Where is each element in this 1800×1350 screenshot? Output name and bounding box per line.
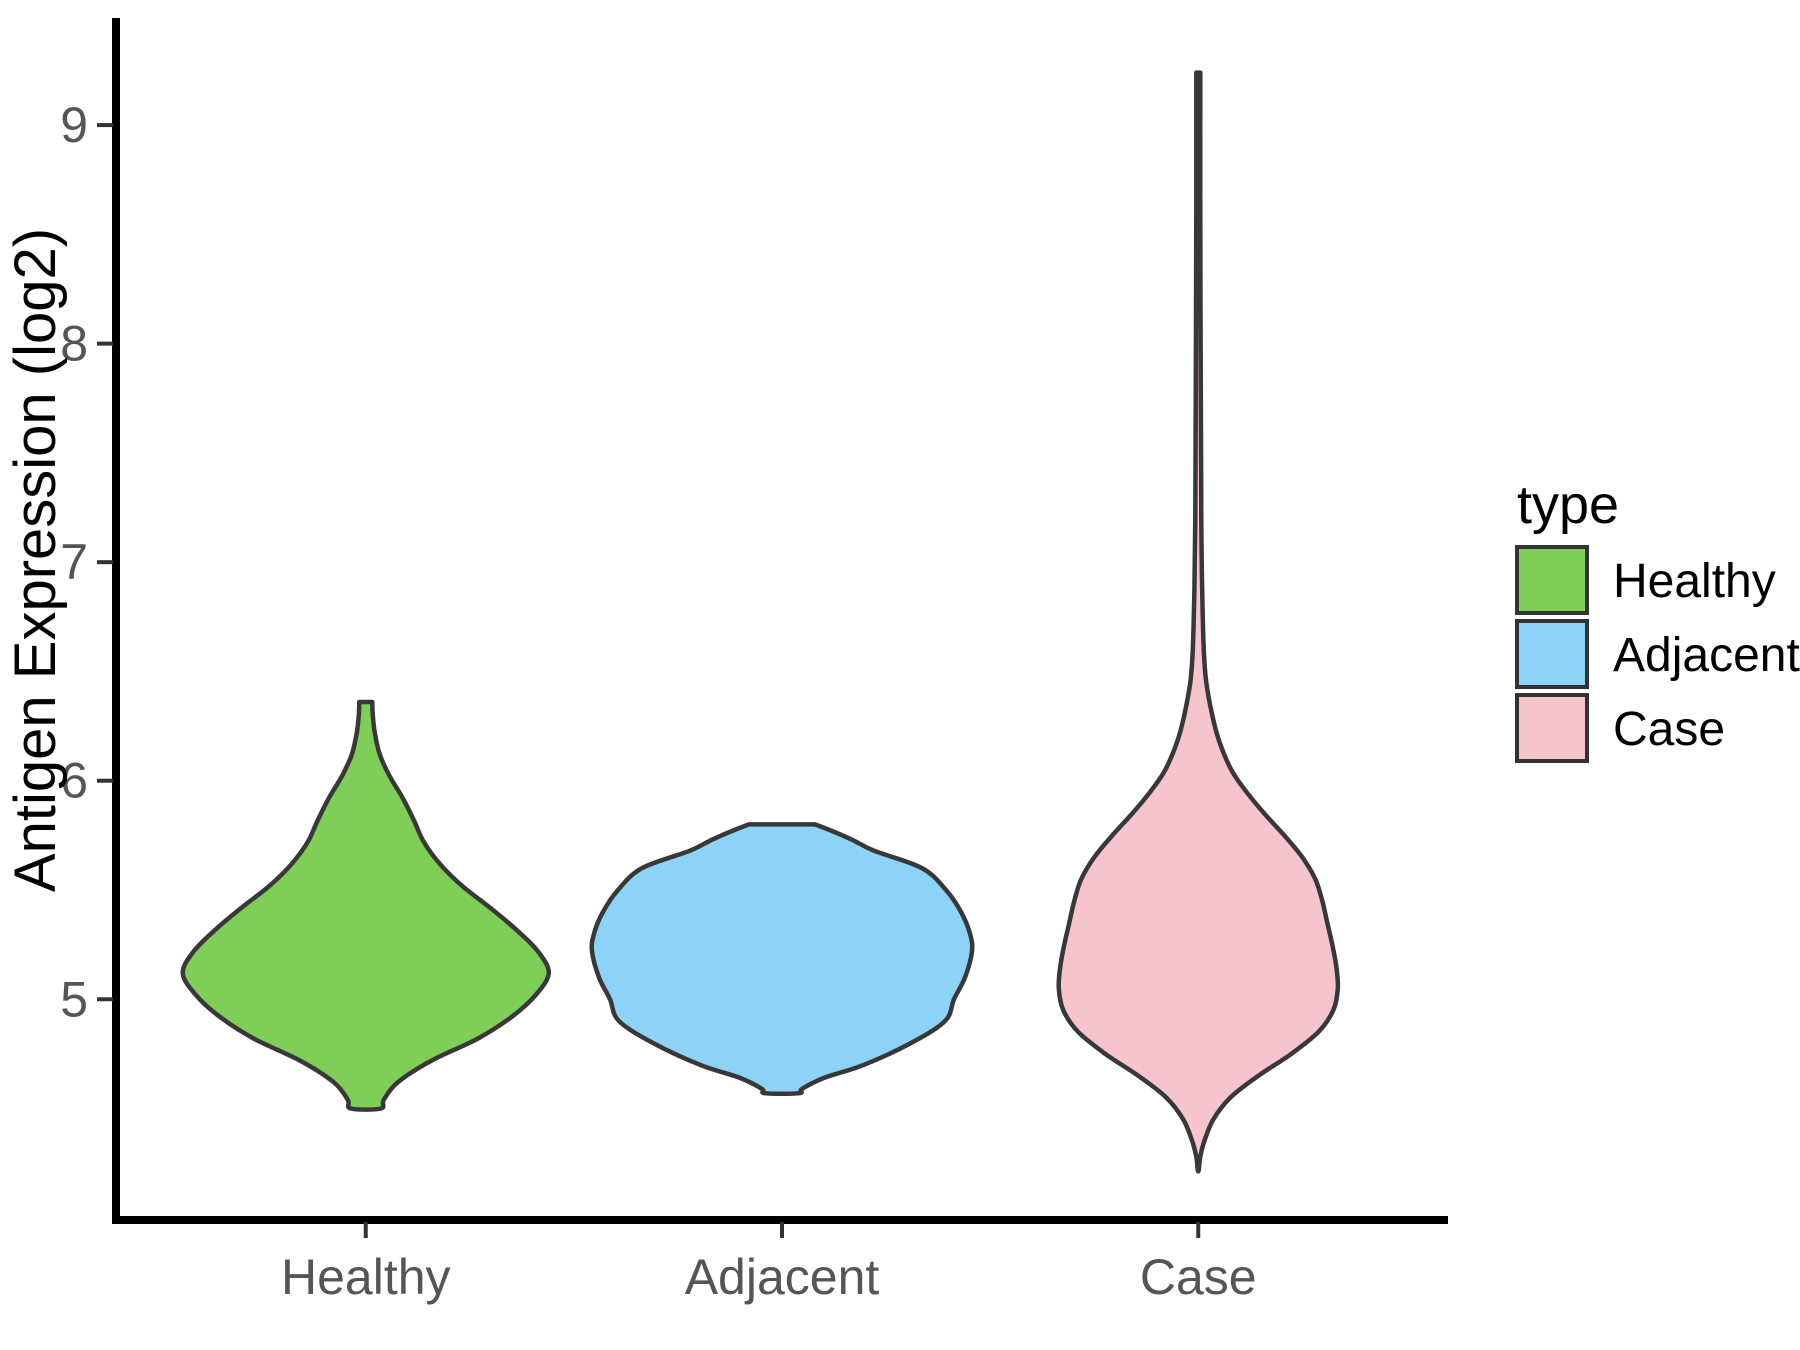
x-tick-label-healthy: Healthy [281,1249,451,1305]
legend-key-case [1515,693,1589,763]
y-tick-label: 5 [60,971,88,1027]
y-axis-ticks: 5 6 7 8 9 [60,97,113,1027]
legend-key-adjacent [1515,619,1589,689]
violins [180,70,1341,1174]
y-axis-title: Antigen Expression (log2) [3,228,68,892]
x-tick-label-adjacent: Adjacent [685,1249,880,1305]
y-tick-label: 8 [60,316,88,372]
y-tick-label: 9 [60,97,88,153]
violin-case [1056,70,1341,1174]
legend-label-case: Case [1613,703,1725,756]
legend-label-healthy: Healthy [1613,555,1776,608]
x-axis-ticks: Healthy Adjacent Case [281,1222,1257,1305]
y-tick-label: 6 [60,753,88,809]
x-tick-label-case: Case [1140,1249,1257,1305]
legend-key-healthy [1515,545,1589,615]
y-tick-label: 7 [60,534,88,590]
legend-label-adjacent: Adjacent [1613,629,1800,682]
violin-healthy [180,699,552,1112]
x-axis: Healthy Adjacent Case [112,1216,1448,1305]
y-axis: 5 6 7 8 9 Antigen Expression (log2) [3,18,120,1224]
legend: type Healthy Adjacent Case [1515,475,1800,763]
legend-entries: Healthy Adjacent Case [1515,545,1800,763]
violin-adjacent [589,822,975,1097]
legend-title: type [1517,475,1619,535]
